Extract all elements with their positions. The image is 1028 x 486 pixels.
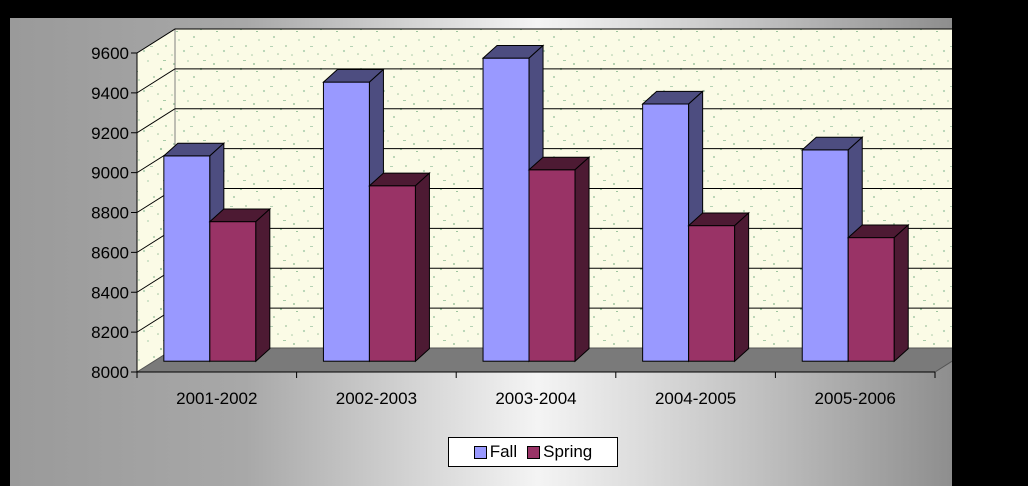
bar-side <box>414 172 430 363</box>
x-tick-label: 2004-2005 <box>655 389 736 408</box>
y-tick-label: 9600 <box>91 44 129 63</box>
bar-side <box>255 207 271 363</box>
legend-swatch-spring <box>527 445 541 459</box>
y-tick-label: 8600 <box>91 243 129 262</box>
bar-fall-2005-2006 <box>800 136 864 363</box>
bar-side <box>734 211 750 363</box>
bar-spring-2003-2004 <box>527 156 591 363</box>
legend-swatch-fall <box>473 445 487 459</box>
y-tick-labels: 8000 8200 8400 8600 8800 9000 9200 9400 9600 <box>91 44 129 382</box>
bar-front <box>163 155 211 362</box>
y-tick-label: 8400 <box>91 283 129 302</box>
bars <box>162 44 910 363</box>
y-tick-label: 9400 <box>91 84 129 103</box>
bar-front <box>322 81 370 362</box>
bar-front <box>209 221 257 362</box>
bar-spring-2005-2006 <box>846 223 910 363</box>
y-tick-label: 9000 <box>91 164 129 183</box>
legend-label-spring: Spring <box>543 442 593 461</box>
legend: Fall Spring <box>448 437 618 467</box>
x-tick-label: 2002-2003 <box>336 389 417 408</box>
bar-spring-2001-2002 <box>208 207 272 363</box>
y-tick-label: 8000 <box>91 363 129 382</box>
y-tick-label: 9200 <box>91 124 129 143</box>
bar-front <box>528 169 576 362</box>
bar-spring-2004-2005 <box>687 211 750 363</box>
x-tick-label: 2005-2006 <box>815 389 896 408</box>
gridline <box>136 28 952 54</box>
bar-side <box>574 156 590 363</box>
legend-label-fall: Fall <box>489 442 518 461</box>
legend-item-fall: Fall <box>473 442 518 462</box>
x-tick-labels: 2001-2002 2002-2003 2003-2004 2004-2005 2005… <box>176 389 896 408</box>
bar-front <box>847 237 895 362</box>
y-tick-label: 8200 <box>91 323 129 342</box>
gridline <box>136 68 952 94</box>
gridline <box>136 108 952 134</box>
bar-front <box>688 225 736 362</box>
bar-front <box>368 185 416 362</box>
chart-area: 8000 8200 8400 8600 8800 9000 9200 9400 9600 200… <box>10 18 952 486</box>
bar-side <box>893 223 909 363</box>
x-tick-label: 2001-2002 <box>176 389 257 408</box>
x-tick-label: 2003-2004 <box>495 389 576 408</box>
axes <box>131 52 936 378</box>
y-tick-label: 8800 <box>91 204 129 223</box>
bar-chart: 8000 8200 8400 8600 8800 9000 9200 9400 9600 200… <box>91 28 952 408</box>
bar-front <box>801 149 849 362</box>
legend-item-spring: Spring <box>527 442 592 462</box>
bar-front <box>642 103 690 362</box>
bar-front <box>482 57 530 362</box>
bar-spring-2002-2003 <box>368 172 431 363</box>
